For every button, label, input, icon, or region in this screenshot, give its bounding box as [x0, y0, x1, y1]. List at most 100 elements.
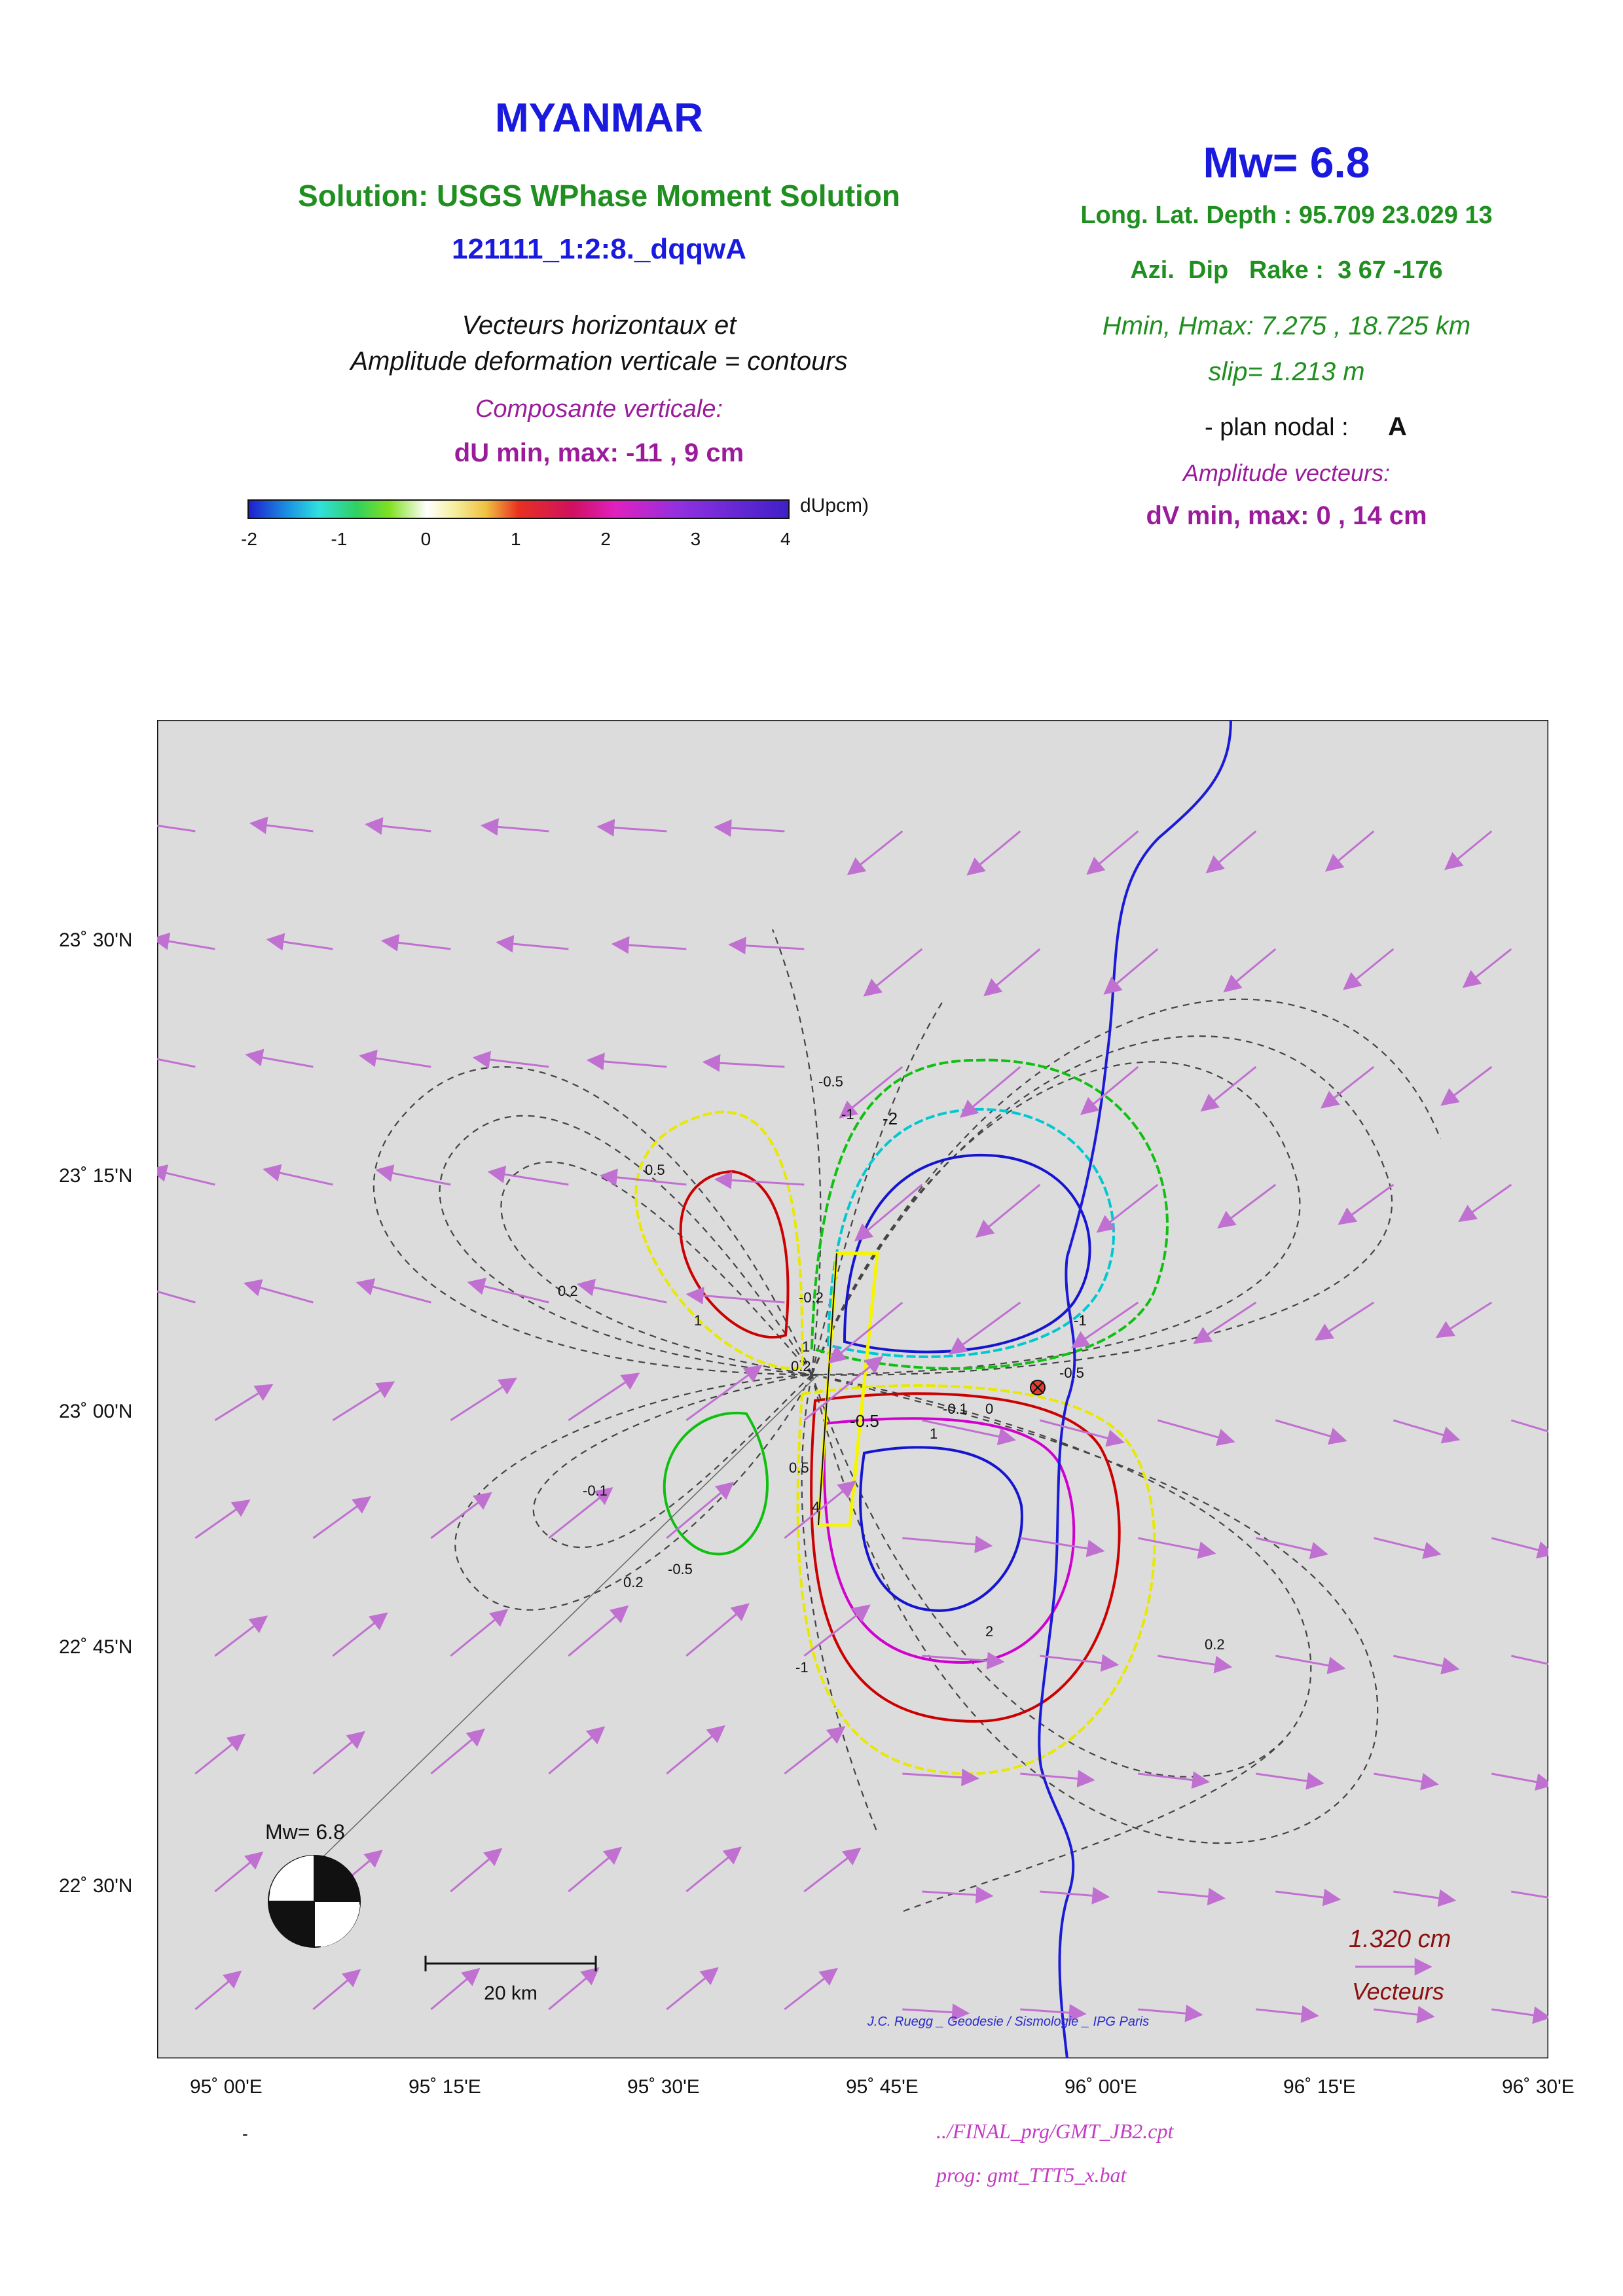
displacement-vector — [157, 1058, 196, 1068]
displacement-vector — [1393, 1419, 1461, 1444]
lat-label: 23˚ 00'N — [59, 1401, 133, 1422]
displacement-vector — [1138, 2004, 1203, 2022]
colorbar-tick-label: 3 — [690, 529, 701, 549]
displacement-vector — [1039, 1419, 1125, 1447]
displacement-vector — [365, 817, 431, 835]
displacement-vector — [847, 830, 903, 876]
displacement-vector — [472, 1050, 549, 1069]
displacement-vector — [666, 1481, 735, 1539]
displacement-vector — [243, 1279, 314, 1304]
displacement-vector — [1103, 948, 1159, 995]
plan-nodal-value: A — [1388, 412, 1407, 441]
displacement-vector — [922, 1651, 1005, 1670]
displacement-vector — [922, 1886, 994, 1904]
contour-label: 0 — [985, 1401, 993, 1417]
contour-label: -0.5 — [818, 1073, 843, 1090]
horizontal-vectors — [157, 816, 1548, 2024]
displacement-vector — [1138, 1771, 1211, 1789]
displacement-vector — [249, 816, 314, 834]
displacement-vector — [1462, 948, 1512, 988]
epicenter-marker — [1030, 1380, 1046, 1395]
displacement-vector — [959, 1066, 1021, 1118]
contour-label: 0.2 — [1205, 1636, 1225, 1653]
displacement-vector — [666, 1725, 725, 1775]
plan-nodal-label: - plan nodal : — [1205, 414, 1349, 441]
beachball-leader — [314, 1374, 819, 1866]
contour-labels: 0.5 1 0.2 -0.5 -1 -2 -1 -0.5 -0.5 -0.1 0… — [558, 1073, 1225, 1676]
colorbar-tick-label: -1 — [331, 529, 348, 549]
displacement-vector — [430, 1728, 485, 1775]
lat-label: 23˚ 15'N — [59, 1165, 133, 1187]
displacement-vector — [1158, 1888, 1226, 1906]
contour-blue-neg — [843, 1153, 1091, 1354]
displacement-vector — [976, 1183, 1041, 1238]
displacement-vector — [496, 935, 569, 953]
displacement-vector — [1086, 830, 1139, 875]
displacement-vector — [983, 948, 1041, 997]
region-title: MYANMAR — [494, 96, 704, 141]
displacement-vector — [828, 1301, 903, 1364]
cpt-file: ../FINAL_prg/GMT_JB2.cpt — [936, 2119, 1174, 2143]
displacement-vector — [480, 817, 549, 836]
lat-label: 22˚ 45'N — [59, 1636, 133, 1658]
displacement-vector — [784, 1967, 838, 2011]
displacement-vector — [1393, 1655, 1460, 1675]
contour-label: 0.2 — [791, 1358, 811, 1374]
lon-label: 95˚ 00'E — [190, 2076, 263, 2098]
displacement-vector — [467, 1278, 549, 1304]
contour-label: -2 — [883, 1109, 898, 1128]
lon-label: 95˚ 15'E — [409, 2076, 481, 2098]
displacement-vector — [312, 1496, 371, 1539]
displacement-vector — [266, 933, 333, 951]
displacement-vector — [1080, 1066, 1139, 1115]
contour-label: 0.5 — [645, 1162, 665, 1178]
displacement-vector — [1275, 1419, 1347, 1445]
displacement-vector — [548, 1487, 613, 1539]
displacement-vector — [194, 1499, 251, 1539]
contour-yellow-pos — [634, 1111, 804, 1370]
displacement-vector — [1511, 1655, 1548, 1665]
displacement-vector — [1491, 1772, 1548, 1791]
displacement-vector — [1205, 830, 1257, 874]
lon-label: 95˚ 30'E — [627, 2076, 700, 2098]
contour-label: -0.5 — [850, 1411, 879, 1431]
displacement-vector — [1217, 1183, 1277, 1229]
displacement-vector — [803, 1355, 883, 1422]
azi-dip-rake: Azi. Dip Rake : 3 67 -176 — [1130, 257, 1443, 284]
displacement-vector — [1256, 1772, 1324, 1790]
contour-label: -0.5 — [668, 1561, 693, 1577]
prog-file: prog: gmt_TTT5_x.bat — [936, 2163, 1127, 2187]
colorbar-tick-label: -2 — [241, 529, 257, 549]
displacement-vector — [214, 1851, 264, 1893]
displacement-vector — [1343, 948, 1395, 990]
contour-label: -0.1 — [583, 1482, 608, 1499]
lat-label: 23˚ 30'N — [59, 929, 133, 951]
displacement-vector — [685, 1846, 742, 1893]
displacement-vector — [685, 1365, 763, 1422]
footer-dash: - — [242, 2124, 248, 2144]
slip: slip= 1.213 m — [1208, 357, 1365, 386]
displacement-vector — [1096, 1183, 1159, 1233]
displacement-vector — [214, 1384, 274, 1422]
amplitude-vectors-label: Amplitude vecteurs: — [1182, 459, 1391, 486]
displacement-vector — [966, 830, 1021, 876]
displacement-vector — [1458, 1183, 1512, 1223]
colorbar-tick-label: 4 — [780, 529, 791, 549]
displacement-vector — [702, 1054, 785, 1072]
displacement-vector — [1325, 830, 1375, 872]
displacement-vector — [784, 1480, 856, 1539]
displacement-vector — [1275, 1655, 1346, 1674]
vector-scale-value: 1.320 cm — [1349, 1926, 1451, 1953]
displacement-vector — [1338, 1183, 1395, 1225]
displacement-vector — [332, 1381, 395, 1422]
displacement-vector — [1393, 1889, 1457, 1907]
displacement-vector — [487, 1166, 569, 1186]
contour-label: -1 — [1074, 1312, 1087, 1329]
lon-label: 96˚ 00'E — [1065, 2076, 1137, 2098]
displacement-vector — [430, 1492, 492, 1539]
contour-label: -1 — [795, 1659, 809, 1676]
displacement-vector — [157, 932, 215, 950]
lat-label: 22˚ 30'N — [59, 1875, 133, 1897]
displacement-vector — [1040, 1654, 1120, 1672]
contour-label: 2 — [985, 1623, 993, 1640]
